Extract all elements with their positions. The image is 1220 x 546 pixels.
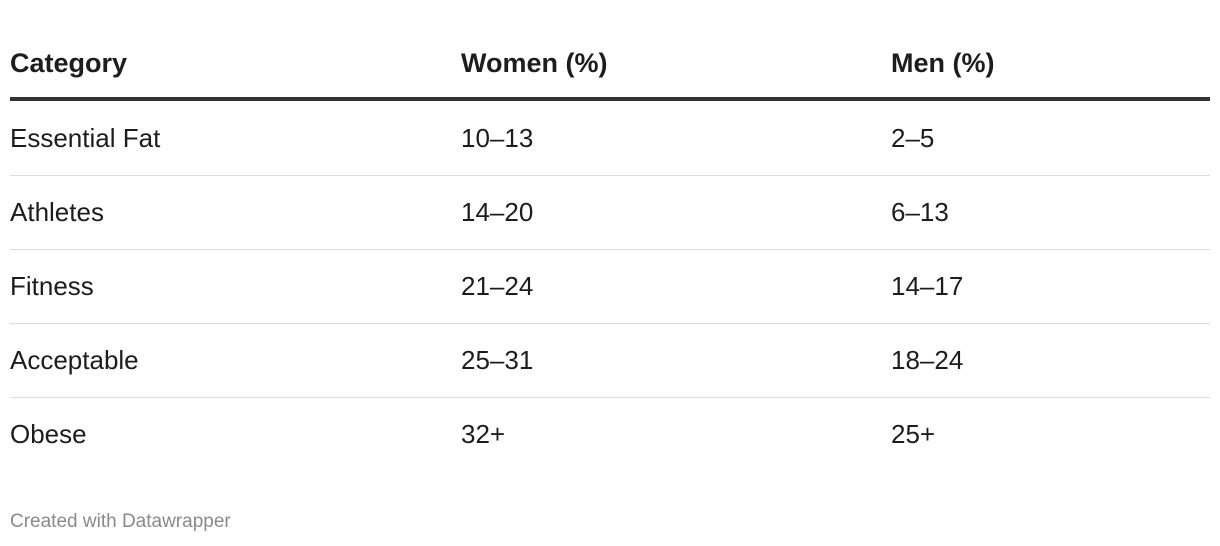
table-cell: 18–24 xyxy=(891,345,964,375)
column-header: Women (%) xyxy=(461,48,608,78)
table-cell: 25+ xyxy=(891,419,936,449)
table-cell: 32+ xyxy=(461,419,506,449)
table-cell: Essential Fat xyxy=(10,123,161,153)
table-cell: Acceptable xyxy=(10,345,139,375)
table-cell: 2–5 xyxy=(891,123,935,153)
table-cell: Athletes xyxy=(10,197,104,227)
row-separator xyxy=(10,397,1210,398)
column-header: Category xyxy=(10,48,128,78)
table-cell: 6–13 xyxy=(891,197,949,227)
table-cell: Fitness xyxy=(10,271,94,301)
row-separator xyxy=(10,175,1210,176)
table-cell: 21–24 xyxy=(461,271,534,301)
table-cell: 25–31 xyxy=(461,345,534,375)
table-cell: 14–17 xyxy=(891,271,964,301)
footer: Created with Datawrapper xyxy=(10,511,231,532)
table-cell: Obese xyxy=(10,419,87,449)
row-separator xyxy=(10,249,1210,250)
row-separator xyxy=(10,323,1210,324)
column-header: Men (%) xyxy=(891,48,995,78)
table-cell: 10–13 xyxy=(461,123,534,153)
header-rule xyxy=(10,97,1210,101)
table-cell: 14–20 xyxy=(461,197,534,227)
